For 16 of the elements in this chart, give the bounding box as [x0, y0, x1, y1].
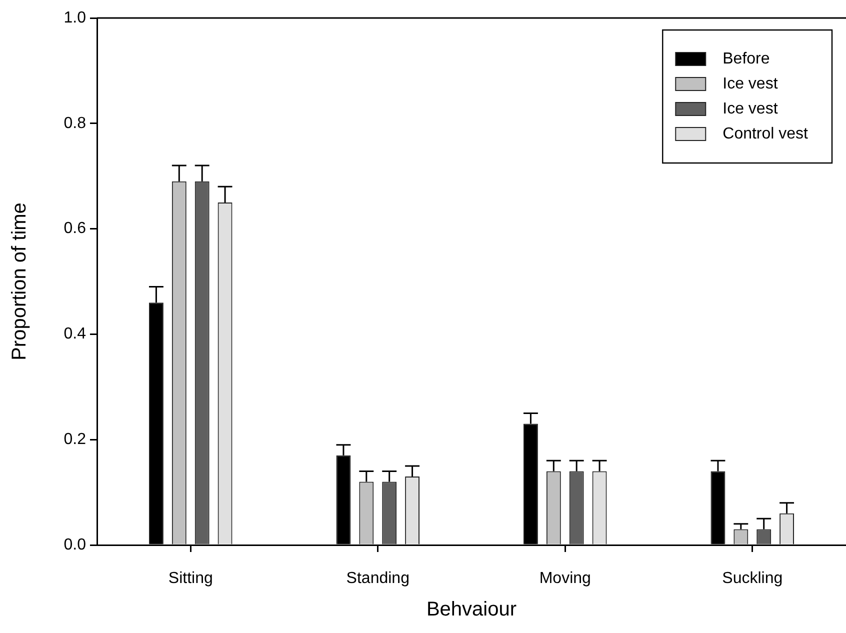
y-tick-label: 0.2 — [64, 431, 86, 448]
legend-label: Ice vest — [722, 75, 778, 92]
x-tick-label: Moving — [539, 570, 591, 588]
x-axis-title: Behvaiour — [426, 598, 517, 621]
y-tick-label: 0.4 — [64, 326, 86, 343]
x-tick-label: Standing — [346, 570, 410, 588]
x-tick-label: Suckling — [722, 570, 783, 588]
legend-label: Before — [722, 50, 770, 68]
y-tick-label: 0.6 — [64, 220, 86, 238]
y-tick-label: 0.8 — [64, 114, 86, 132]
legend-label: Ice vest — [722, 100, 778, 118]
x-tick-label: Sitting — [168, 570, 213, 588]
y-tick-label: 0.0 — [64, 536, 86, 554]
legend-label: Control vest — [722, 125, 809, 142]
y-axis-title: Proportion of time — [8, 202, 31, 360]
y-tick-label: 1.0 — [64, 9, 86, 26]
